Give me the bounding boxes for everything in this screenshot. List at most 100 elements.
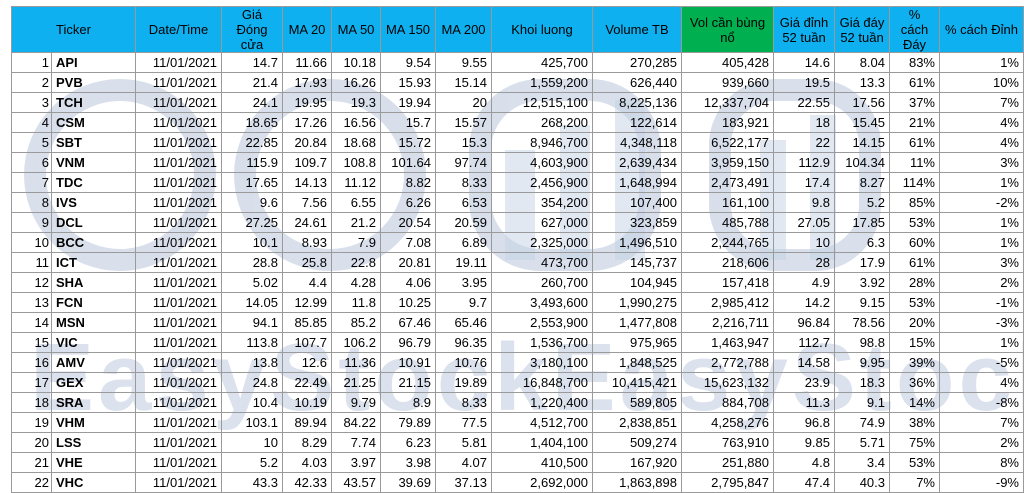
- cell-ma200: 8.33: [435, 172, 492, 193]
- cell-volume: 4,603,900: [491, 152, 593, 173]
- cell-avg-volume: 626,440: [592, 72, 682, 93]
- cell-breakout-volume: 884,708: [681, 392, 774, 413]
- cell-date-time: 11/01/2021: [135, 412, 222, 433]
- cell-breakout-volume: 218,606: [681, 252, 774, 273]
- cell-date-time: 11/01/2021: [135, 92, 222, 113]
- cell-pct-from-high: 2%: [939, 432, 1024, 453]
- cell-avg-volume: 167,920: [592, 452, 682, 473]
- cell-volume: 2,553,900: [491, 312, 593, 333]
- cell-close-price: 94.1: [221, 312, 283, 333]
- cell-pct-from-high: 7%: [939, 412, 1024, 433]
- cell-ticker: VHE: [51, 452, 136, 473]
- cell-ticker: ICT: [51, 252, 136, 273]
- cell-low-52w: 14.15: [834, 132, 890, 153]
- cell-breakout-volume: 3,959,150: [681, 152, 774, 173]
- cell-row-number: 20: [11, 432, 52, 453]
- cell-avg-volume: 1,990,275: [592, 292, 682, 313]
- cell-pct-from-high: 4%: [939, 372, 1024, 393]
- cell-pct-from-high: 8%: [939, 452, 1024, 473]
- cell-breakout-volume: 2,985,412: [681, 292, 774, 313]
- cell-date-time: 11/01/2021: [135, 272, 222, 293]
- cell-low-52w: 104.34: [834, 152, 890, 173]
- cell-ma50: 16.56: [331, 112, 381, 133]
- cell-ma50: 9.79: [331, 392, 381, 413]
- header-pct-from-high: % cách Đỉnh: [939, 6, 1024, 53]
- cell-close-price: 43.3: [221, 472, 283, 493]
- cell-high-52w: 17.4: [773, 172, 835, 193]
- cell-ma50: 21.25: [331, 372, 381, 393]
- cell-breakout-volume: 405,428: [681, 52, 774, 73]
- cell-pct-from-low: 61%: [889, 72, 940, 93]
- table-row: 15 VIC 11/01/2021 113.8 107.7 106.2 96.79 96.35…: [11, 332, 1024, 353]
- cell-row-number: 16: [11, 352, 52, 373]
- cell-volume: 260,700: [491, 272, 593, 293]
- cell-ma200: 20.59: [435, 212, 492, 233]
- cell-ma50: 11.12: [331, 172, 381, 193]
- cell-ticker: API: [51, 52, 136, 73]
- cell-row-number: 2: [11, 72, 52, 93]
- cell-breakout-volume: 161,100: [681, 192, 774, 213]
- header-52w-low: Giá đáy 52 tuần: [834, 6, 890, 53]
- cell-high-52w: 22: [773, 132, 835, 153]
- cell-ticker: MSN: [51, 312, 136, 333]
- cell-ma150: 39.69: [380, 472, 436, 493]
- cell-high-52w: 23.9: [773, 372, 835, 393]
- cell-ma150: 9.54: [380, 52, 436, 73]
- cell-high-52w: 11.3: [773, 392, 835, 413]
- cell-ma200: 15.3: [435, 132, 492, 153]
- cell-pct-from-low: 28%: [889, 272, 940, 293]
- cell-avg-volume: 2,639,434: [592, 152, 682, 173]
- cell-close-price: 17.65: [221, 172, 283, 193]
- table-row: 22 VHC 11/01/2021 43.3 42.33 43.57 39.69 37.13 2…: [11, 472, 1024, 493]
- cell-low-52w: 17.85: [834, 212, 890, 233]
- cell-breakout-volume: 15,623,132: [681, 372, 774, 393]
- cell-ma150: 4.06: [380, 272, 436, 293]
- cell-pct-from-low: 60%: [889, 232, 940, 253]
- table-row: 10 BCC 11/01/2021 10.1 8.93 7.9 7.08 6.89 2,325,…: [11, 232, 1024, 253]
- cell-date-time: 11/01/2021: [135, 292, 222, 313]
- cell-breakout-volume: 2,216,711: [681, 312, 774, 333]
- cell-pct-from-low: 53%: [889, 452, 940, 473]
- cell-volume: 3,493,600: [491, 292, 593, 313]
- cell-pct-from-low: 21%: [889, 112, 940, 133]
- cell-close-price: 24.8: [221, 372, 283, 393]
- cell-close-price: 21.4: [221, 72, 283, 93]
- cell-ma150: 20.54: [380, 212, 436, 233]
- cell-close-price: 113.8: [221, 332, 283, 353]
- cell-low-52w: 8.04: [834, 52, 890, 73]
- cell-avg-volume: 509,274: [592, 432, 682, 453]
- cell-volume: 3,180,100: [491, 352, 593, 373]
- cell-ma200: 15.14: [435, 72, 492, 93]
- cell-high-52w: 112.9: [773, 152, 835, 173]
- table-row: 9 DCL 11/01/2021 27.25 24.61 21.2 20.54 20.59 62…: [11, 212, 1024, 233]
- cell-ticker: SHA: [51, 272, 136, 293]
- cell-pct-from-low: 14%: [889, 392, 940, 413]
- cell-ma20: 8.93: [282, 232, 332, 253]
- cell-high-52w: 14.58: [773, 352, 835, 373]
- cell-breakout-volume: 251,880: [681, 452, 774, 473]
- cell-close-price: 14.7: [221, 52, 283, 73]
- cell-row-number: 9: [11, 212, 52, 233]
- cell-ticker: PVB: [51, 72, 136, 93]
- cell-ma150: 6.23: [380, 432, 436, 453]
- cell-avg-volume: 107,400: [592, 192, 682, 213]
- cell-ma200: 9.55: [435, 52, 492, 73]
- header-volume: Khoi luong: [491, 6, 593, 53]
- cell-breakout-volume: 2,473,491: [681, 172, 774, 193]
- cell-avg-volume: 975,965: [592, 332, 682, 353]
- cell-avg-volume: 4,348,118: [592, 132, 682, 153]
- cell-breakout-volume: 12,337,704: [681, 92, 774, 113]
- cell-close-price: 22.85: [221, 132, 283, 153]
- cell-ma50: 22.8: [331, 252, 381, 273]
- cell-avg-volume: 2,838,851: [592, 412, 682, 433]
- table-row: 19 VHM 11/01/2021 103.1 89.94 84.22 79.89 77.5 4…: [11, 412, 1024, 433]
- cell-pct-from-low: 83%: [889, 52, 940, 73]
- cell-row-number: 17: [11, 372, 52, 393]
- cell-volume: 268,200: [491, 112, 593, 133]
- cell-avg-volume: 1,863,898: [592, 472, 682, 493]
- cell-avg-volume: 1,496,510: [592, 232, 682, 253]
- cell-breakout-volume: 939,660: [681, 72, 774, 93]
- cell-avg-volume: 104,945: [592, 272, 682, 293]
- cell-date-time: 11/01/2021: [135, 52, 222, 73]
- cell-ticker: VHC: [51, 472, 136, 493]
